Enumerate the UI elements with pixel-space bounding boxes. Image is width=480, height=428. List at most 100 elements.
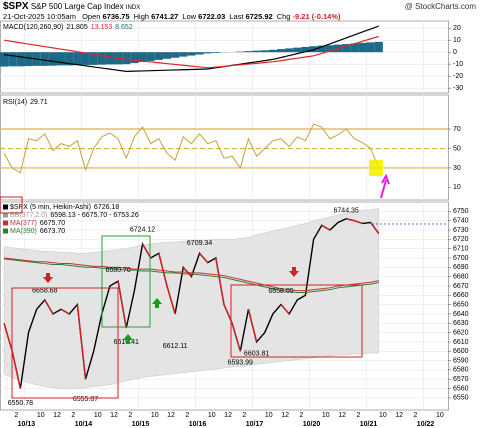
legend-value: 6673.70 [40, 228, 65, 235]
quote-value: 6722.03 [198, 12, 226, 21]
down-segment [76, 304, 87, 380]
quote-item: Low 6722.03 [182, 12, 225, 21]
x-tick-label: 12 [224, 412, 232, 419]
extreme-label: 6555.07 [73, 396, 98, 403]
indicator-name: MACD(120,260,90) [3, 24, 63, 31]
histogram-bar [16, 52, 25, 67]
extreme-label: 6593.99 [228, 360, 253, 367]
legend-entry: MA(390) 6673.70 [10, 228, 65, 235]
histogram-bar [130, 52, 139, 64]
down-segment [141, 243, 152, 259]
last-value: 13.153 [91, 24, 113, 31]
panel-label: MACD(120,260,90) 21.805 13.153 8.652 [3, 24, 133, 31]
legend-name: BB(377,2.0) [10, 212, 47, 219]
price-line [3, 123, 380, 174]
y-tick-label: 6660 [453, 292, 469, 299]
quote-value: 6736.75 [102, 12, 130, 21]
quote-value: 6725.92 [245, 12, 273, 21]
y-tick-label: 6570 [453, 376, 469, 383]
extreme-label: 6709.34 [187, 240, 212, 247]
histogram-bar [350, 43, 359, 53]
y-tick-label: 6620 [453, 329, 469, 336]
rsi-highlight [369, 160, 383, 176]
y-tick-label: 10 [453, 37, 461, 44]
x-tick-label: 10 [322, 412, 330, 419]
panel-frame [0, 94, 449, 201]
y-tick-label: 6610 [453, 339, 469, 346]
histogram-bar [268, 49, 277, 53]
histogram-bar [301, 46, 310, 53]
extreme-label: 6612.11 [163, 343, 188, 350]
legend-swatch [3, 220, 8, 226]
quote-item: High 6741.27 [134, 12, 179, 21]
histogram-bar [317, 45, 326, 53]
histogram-bar [187, 52, 196, 56]
y-tick-label: 30 [453, 165, 461, 172]
down-segment [158, 253, 168, 287]
down-segment [231, 323, 241, 352]
y-tick-label: 6720 [453, 236, 469, 243]
index-name: S&P 500 Large Cap Index [30, 2, 124, 11]
legend-entry: $SPX (5 min, Heikin-Ashi) 6726.18 [10, 204, 119, 211]
x-date-label: 10/22 [417, 421, 435, 428]
down-segment [3, 323, 13, 352]
down-segment [354, 219, 363, 225]
y-tick-label: 6560 [453, 385, 469, 392]
x-tick-label: 10 [37, 412, 45, 419]
x-date-label: 10/21 [360, 421, 378, 428]
histogram-bar [154, 52, 163, 60]
histogram-bar [57, 52, 66, 66]
histogram-bar [89, 52, 98, 65]
x-date-label: 10/14 [75, 421, 93, 428]
legend-swatch [3, 204, 8, 210]
quote-row: 21-Oct-2025 10:05am Open 6736.75 High 674… [3, 12, 340, 21]
histogram-bar [162, 52, 172, 59]
x-tick-label: 2 [299, 412, 303, 419]
source: @ StockCharts.com [404, 2, 476, 11]
histogram-bar [138, 52, 147, 63]
down-segment [247, 309, 258, 343]
y-tick-label: 6630 [453, 320, 469, 327]
series-line [4, 258, 379, 293]
y-tick-label: 6640 [453, 311, 469, 318]
symbol: $SPX [3, 1, 29, 12]
y-tick-label: 6710 [453, 245, 469, 252]
y-tick-label: -30 [453, 85, 463, 92]
quote-label: Chg [276, 12, 291, 21]
histogram-bar [252, 50, 261, 53]
histogram-bar [73, 52, 82, 66]
y-tick-label: -20 [453, 73, 463, 80]
histogram-bar [366, 42, 375, 53]
quote-label: Low [182, 12, 197, 21]
down-segment [199, 252, 209, 264]
histogram-bar [24, 52, 33, 67]
x-tick-label: 12 [167, 412, 175, 419]
legend-value: 6598.13 - 6675.70 - 6753.26 [50, 212, 138, 219]
histogram-bar [48, 52, 58, 66]
histogram-bar [211, 52, 220, 53]
y-tick-label: 6740 [453, 217, 469, 224]
x-tick-label: 2 [242, 412, 246, 419]
extreme-label: 6658.68 [32, 287, 57, 294]
y-tick-label: 6650 [453, 301, 469, 308]
extreme-label: 6550.78 [8, 400, 33, 407]
down-segment [182, 266, 192, 278]
x-date-label: 10/16 [189, 421, 207, 428]
datetime: 21-Oct-2025 10:05am [3, 12, 76, 21]
histogram-bar [97, 52, 106, 65]
histogram-bar [285, 48, 294, 53]
y-tick-label: 6700 [453, 255, 469, 262]
x-tick-label: 2 [185, 412, 189, 419]
x-tick-label: 12 [395, 412, 403, 419]
legend-value: 6675.70 [40, 220, 65, 227]
last-value: 8.652 [115, 24, 133, 31]
signal-arrow [43, 273, 53, 283]
legend-name: MA(377) [10, 220, 37, 227]
rsi-arrow [380, 173, 390, 199]
series-line [4, 257, 379, 292]
bollinger-band [3, 208, 380, 389]
histogram-bar [171, 52, 180, 58]
x-tick-label: 12 [281, 412, 289, 419]
x-tick-label: 10 [94, 412, 102, 419]
